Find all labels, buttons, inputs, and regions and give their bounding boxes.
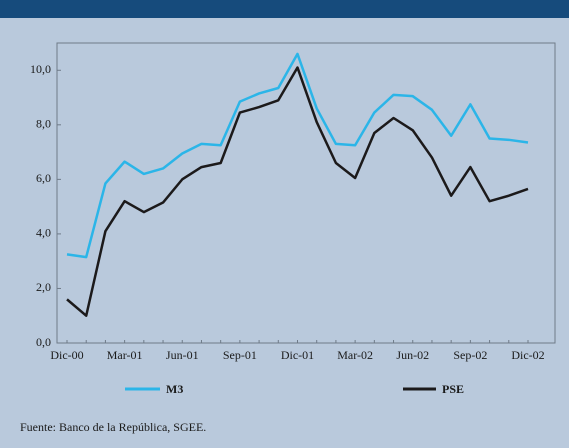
header-band — [0, 0, 569, 18]
x-tick-label: Dic-01 — [281, 348, 314, 362]
x-tick-label: Mar-01 — [107, 348, 143, 362]
y-tick-label: 8,0 — [36, 117, 51, 131]
y-tick-label: 4,0 — [36, 226, 51, 240]
plot-frame — [56, 42, 556, 344]
series-line — [66, 66, 529, 317]
x-tick-label: Jun-01 — [166, 348, 199, 362]
x-tick-label: Mar-02 — [337, 348, 373, 362]
y-tick-label: 6,0 — [36, 171, 51, 185]
x-tick-label: Sep-01 — [223, 348, 257, 362]
x-tick-label: Sep-02 — [453, 348, 487, 362]
y-tick-label: 10,0 — [30, 62, 51, 76]
source-note: Fuente: Banco de la República, SGEE. — [20, 420, 206, 434]
x-tick-label: Dic-00 — [50, 348, 83, 362]
y-tick-label: 0,0 — [36, 335, 51, 349]
x-tick-label: Jun-02 — [396, 348, 429, 362]
series-line — [66, 52, 529, 259]
legend-label: M3 — [166, 382, 183, 396]
y-tick-label: 2,0 — [36, 280, 51, 294]
legend-label: PSE — [442, 382, 464, 396]
x-tick-label: Dic-02 — [511, 348, 544, 362]
